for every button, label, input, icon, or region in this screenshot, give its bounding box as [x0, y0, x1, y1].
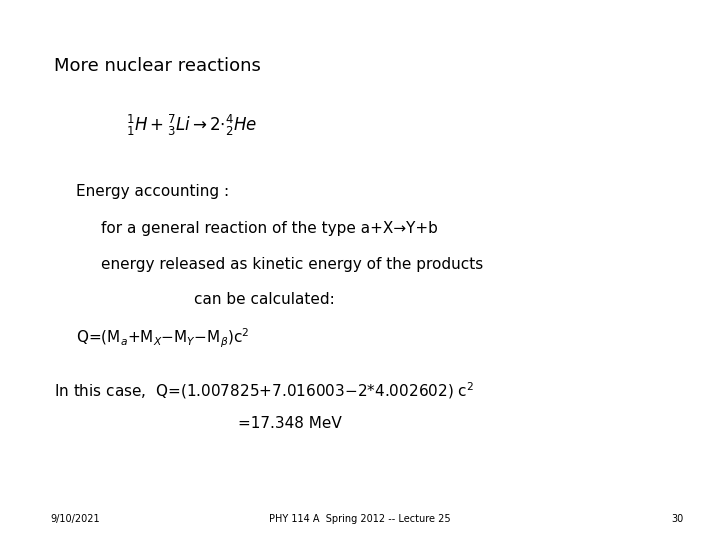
Text: can be calculated:: can be calculated:	[194, 292, 335, 307]
Text: More nuclear reactions: More nuclear reactions	[54, 57, 261, 75]
Text: =17.348 MeV: =17.348 MeV	[238, 416, 341, 431]
Text: $_{1}^{1}H+_{3}^{7}Li \rightarrow 2{\cdot}_{2}^{4}He$: $_{1}^{1}H+_{3}^{7}Li \rightarrow 2{\cdo…	[126, 113, 257, 138]
Text: for a general reaction of the type a+X→Y+b: for a general reaction of the type a+X→Y…	[101, 221, 438, 237]
Text: Q=(M$_{a}$+M$_{X}$−M$_{Y}$−M$_{β}$)c$^{2}$: Q=(M$_{a}$+M$_{X}$−M$_{Y}$−M$_{β}$)c$^{2…	[76, 327, 249, 350]
Text: Energy accounting :: Energy accounting :	[76, 184, 229, 199]
Text: PHY 114 A  Spring 2012 -- Lecture 25: PHY 114 A Spring 2012 -- Lecture 25	[269, 514, 451, 524]
Text: 30: 30	[672, 514, 684, 524]
Text: energy released as kinetic energy of the products: energy released as kinetic energy of the…	[101, 256, 483, 272]
Text: In this case,  Q=(1.007825+7.016003−2*4.002602) c$^{2}$: In this case, Q=(1.007825+7.016003−2*4.0…	[54, 381, 474, 401]
Text: 9/10/2021: 9/10/2021	[50, 514, 100, 524]
